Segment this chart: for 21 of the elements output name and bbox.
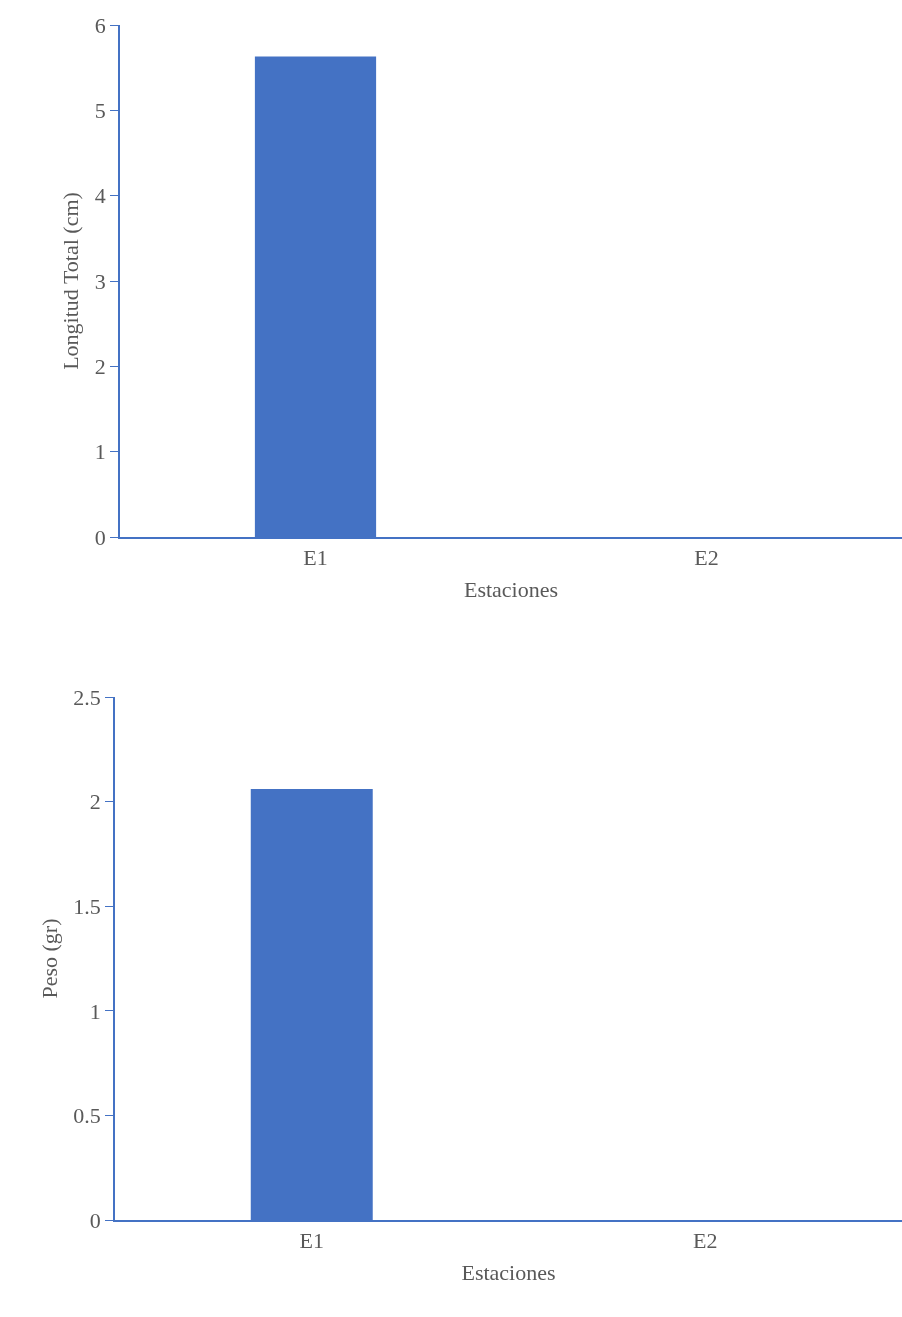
y-axis-title: Longitud Total (cm) xyxy=(58,192,84,370)
y-tick-label: 0.5 xyxy=(73,1103,101,1129)
y-tick-label: 4 xyxy=(94,183,106,209)
x-tick-label: E2 xyxy=(694,545,719,571)
y-tick-label: 3 xyxy=(94,268,106,294)
y-tick-label: 2.5 xyxy=(73,684,101,710)
y-tick-label: 2 xyxy=(94,354,106,380)
y-tick-label: 1.5 xyxy=(73,893,101,919)
y-tick-label: 1 xyxy=(94,439,106,465)
y-tick-label: 0 xyxy=(89,1207,101,1233)
x-tick-label: E1 xyxy=(299,1228,324,1254)
y-axis-title: Peso (gr) xyxy=(36,918,62,999)
y-tick-label: 1 xyxy=(89,998,101,1024)
y-tick-label: 0 xyxy=(94,524,106,550)
y-tick-label: 6 xyxy=(94,12,106,38)
y-tick-label: 5 xyxy=(94,98,106,124)
x-tick-label: E1 xyxy=(303,545,328,571)
x-axis-title: Estaciones xyxy=(463,576,559,602)
x-axis-title: Estaciones xyxy=(461,1259,556,1285)
y-tick-label: 2 xyxy=(89,789,101,815)
x-tick-label: E2 xyxy=(693,1228,718,1254)
